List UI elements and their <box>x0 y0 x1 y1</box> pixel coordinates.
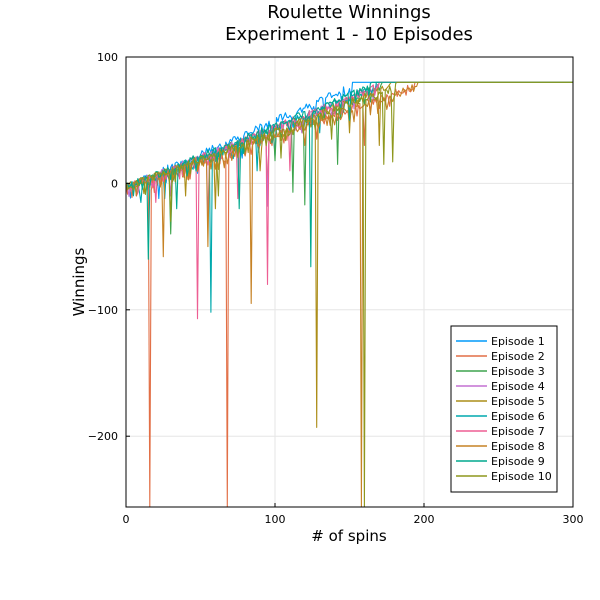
legend-label-episode-10: Episode 10 <box>491 470 552 483</box>
legend-label-episode-8: Episode 8 <box>491 440 545 453</box>
legend-label-episode-6: Episode 6 <box>491 410 545 423</box>
series-line-episode-10 <box>126 81 573 507</box>
plot-frame <box>125 56 574 508</box>
legend: Episode 1 Episode 2 Episode 3 Episode 4 Epis… <box>450 325 558 493</box>
y-tick-label: 0 <box>111 177 118 190</box>
x-tick-label: 200 <box>414 513 435 526</box>
legend-box <box>450 325 558 493</box>
legend-label-episode-7: Episode 7 <box>491 425 545 438</box>
x-axis-label: # of spins <box>311 527 387 545</box>
legend-label-episode-3: Episode 3 <box>491 365 545 378</box>
legend-label-episode-9: Episode 9 <box>491 455 545 468</box>
y-tick-label: −200 <box>88 430 118 443</box>
legend-label-episode-5: Episode 5 <box>491 395 545 408</box>
x-tick-label: 100 <box>265 513 286 526</box>
x-tick-label: 300 <box>563 513 584 526</box>
series-line-episode-9 <box>126 81 573 268</box>
y-axis: 100 0 −100 −200 <box>88 51 130 443</box>
series-group <box>126 81 573 507</box>
chart-subtitle: Experiment 1 - 10 Episodes <box>225 24 473 45</box>
x-tick-label: 0 <box>123 513 130 526</box>
y-tick-label: 100 <box>97 51 118 64</box>
x-axis: 0 100 200 300 <box>123 503 584 526</box>
legend-label-episode-1: Episode 1 <box>491 335 545 348</box>
y-axis-label: Winnings <box>70 247 88 316</box>
legend-label-episode-2: Episode 2 <box>491 350 545 363</box>
chart-title: Roulette Winnings <box>267 2 431 23</box>
legend-label-episode-4: Episode 4 <box>491 380 545 393</box>
y-tick-label: −100 <box>88 304 118 317</box>
